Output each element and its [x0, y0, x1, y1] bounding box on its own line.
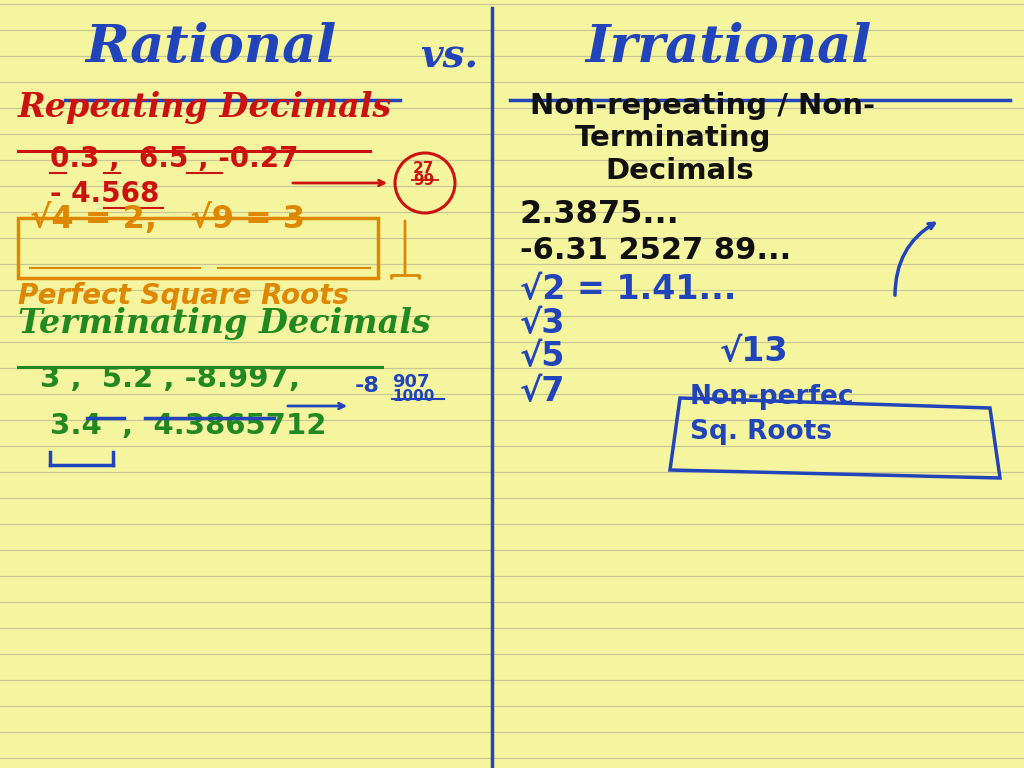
- Text: 907: 907: [392, 373, 429, 391]
- Text: Perfect Square Roots: Perfect Square Roots: [18, 282, 349, 310]
- Text: 3.4  ,  4.3865712: 3.4 , 4.3865712: [50, 412, 327, 440]
- Text: Rational: Rational: [85, 22, 336, 73]
- Text: √7: √7: [520, 375, 565, 408]
- Text: Terminating Decimals: Terminating Decimals: [18, 307, 431, 340]
- Text: 3 ,  5.2 , -8.997,: 3 , 5.2 , -8.997,: [40, 365, 300, 393]
- Text: √4 = 2,   √9 = 3: √4 = 2, √9 = 3: [30, 203, 305, 235]
- Text: Terminating: Terminating: [575, 124, 771, 152]
- Text: vs.: vs.: [420, 38, 478, 76]
- Text: -6.31 2527 89...: -6.31 2527 89...: [520, 236, 792, 265]
- Text: Non-repeating / Non-: Non-repeating / Non-: [530, 92, 876, 120]
- Text: 2.3875...: 2.3875...: [520, 199, 680, 230]
- Text: Sq. Roots: Sq. Roots: [690, 419, 831, 445]
- Text: 0.3 ,  6.5 , -0.27: 0.3 , 6.5 , -0.27: [50, 145, 299, 173]
- Text: 27: 27: [413, 161, 434, 176]
- Text: 99: 99: [413, 173, 434, 188]
- Text: 1000: 1000: [392, 389, 434, 404]
- Text: Irrational: Irrational: [585, 22, 871, 73]
- Text: √5: √5: [520, 340, 565, 373]
- Text: √2 = 1.41...: √2 = 1.41...: [520, 273, 736, 306]
- Text: √3: √3: [520, 307, 565, 340]
- Text: Repeating Decimals: Repeating Decimals: [18, 91, 392, 124]
- Bar: [18, 218, 378, 278]
- Text: -8: -8: [355, 376, 380, 396]
- Text: Non-perfec: Non-perfec: [690, 384, 854, 410]
- Text: - 4.568: - 4.568: [50, 180, 160, 208]
- Text: Decimals: Decimals: [605, 157, 754, 185]
- Text: √13: √13: [720, 335, 788, 368]
